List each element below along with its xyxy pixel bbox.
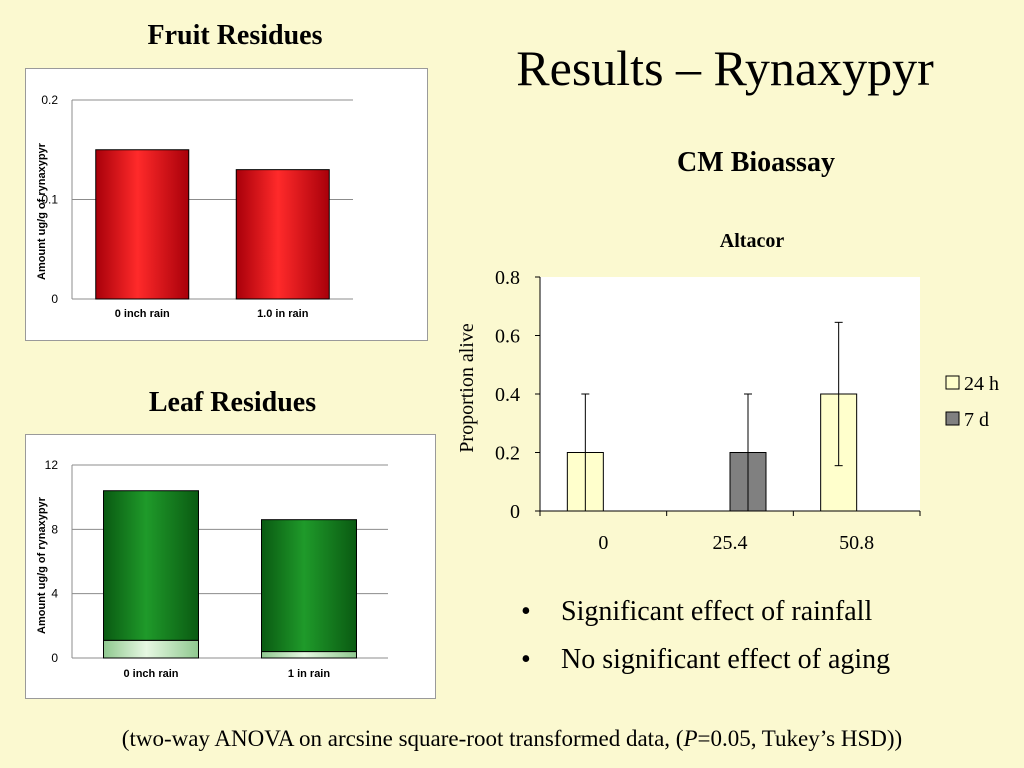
- statistics-footnote: (two-way ANOVA on arcsine square-root tr…: [0, 722, 1024, 756]
- y-axis-label: Amount ug/g of rynaxypyr: [36, 142, 48, 280]
- legend-label-1: 7 d: [964, 409, 989, 431]
- bullet-dot: •: [521, 644, 531, 675]
- y-tick-label: 0: [51, 651, 58, 665]
- x-tick-label: 0 inch rain: [115, 308, 170, 320]
- slide-title: Results – Rynaxypyr: [516, 40, 934, 96]
- bar-1-segment-0: [261, 651, 357, 659]
- y-tick-label: 8: [51, 522, 58, 536]
- findings-list: • Significant effect of rainfall • No si…: [518, 588, 1008, 684]
- leaf-residues-chart: 0 4 8 12 0 inch rain 1 in rain Amount ug/g of …: [25, 434, 436, 699]
- y-tick-label: 0.1: [41, 193, 58, 207]
- footnote-p-symbol: P: [683, 726, 698, 751]
- x-tick-label: 1.0 in rain: [257, 308, 309, 320]
- y-axis-label: Amount ug/g of rynaxypyr: [36, 496, 48, 634]
- x-tick-label: 25.4: [713, 532, 748, 554]
- bullet-dot: •: [521, 596, 531, 627]
- footnote-text-start: (two-way ANOVA on arcsine square-root tr…: [121, 726, 684, 751]
- bar-1-segment-1: [261, 519, 357, 653]
- bullet-text-aging: No significant effect of aging: [561, 644, 891, 675]
- x-tick-label: 1 in rain: [288, 668, 330, 680]
- fruit-residues-heading: Fruit Residues: [147, 20, 323, 51]
- x-tick-label: 0 inch rain: [123, 668, 178, 680]
- x-tick-label: 50.8: [839, 532, 874, 554]
- chart-title: Altacor: [720, 230, 785, 252]
- cm-bioassay-heading: CM Bioassay: [677, 147, 835, 178]
- y-tick-label: 0: [510, 501, 520, 523]
- legend-swatch-0: [945, 375, 960, 390]
- footnote-text-end: =0.05, Tukey’s HSD)): [697, 726, 903, 751]
- y-tick-label: 0.2: [41, 93, 58, 107]
- legend-label-0: 24 h: [964, 373, 999, 395]
- y-tick-label: 12: [45, 458, 59, 472]
- bar-0: [95, 149, 190, 300]
- x-tick-label: 0: [598, 532, 608, 554]
- altacor-chart: Altacor 0 0.2 0.4 0.6 0.8 0 25.4 50.8 Proportion …: [440, 222, 1024, 562]
- bullet-text-rainfall: Significant effect of rainfall: [561, 596, 873, 627]
- fruit-residues-chart: 0 0.1 0.2 0 inch rain 1.0 in rain Amount ug/g…: [25, 68, 428, 341]
- bar-1: [235, 169, 330, 300]
- bullet-item: • No significant effect of aging: [518, 636, 1008, 684]
- y-tick-label: 0.8: [495, 267, 520, 289]
- y-tick-label: 0.6: [495, 326, 520, 348]
- bar-0-segment-0: [103, 639, 199, 659]
- y-axis-label: Proportion alive: [456, 323, 478, 453]
- leaf-residues-heading: Leaf Residues: [148, 387, 317, 418]
- legend-swatch-1: [945, 411, 960, 426]
- y-tick-label: 4: [51, 587, 58, 601]
- bar-0-segment-1: [103, 490, 199, 641]
- y-tick-label: 0: [51, 292, 58, 306]
- y-tick-label: 0.2: [495, 443, 520, 465]
- bullet-item: • Significant effect of rainfall: [518, 588, 1008, 636]
- y-tick-label: 0.4: [495, 384, 520, 406]
